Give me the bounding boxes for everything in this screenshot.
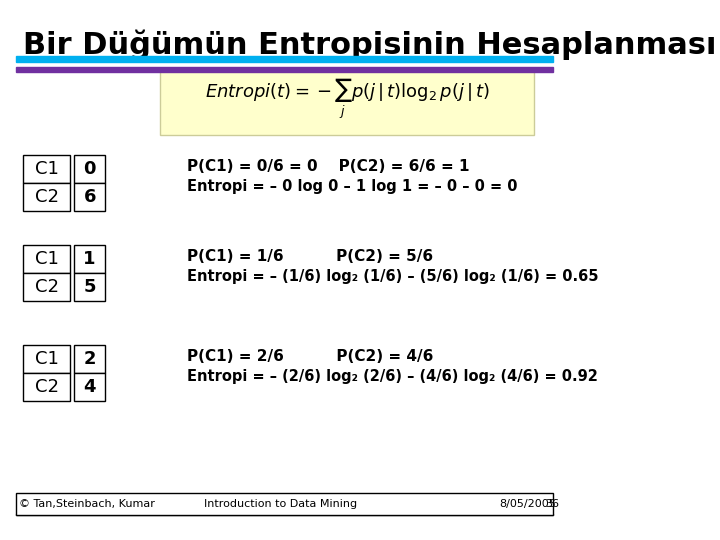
Bar bbox=[23, 155, 70, 183]
Text: 8/05/2005: 8/05/2005 bbox=[499, 499, 556, 509]
Bar bbox=[23, 245, 70, 273]
Text: C2: C2 bbox=[35, 278, 59, 296]
Text: 0: 0 bbox=[84, 160, 96, 178]
Bar bbox=[74, 373, 105, 401]
Text: 4: 4 bbox=[84, 378, 96, 396]
Bar bbox=[74, 273, 105, 301]
Text: C1: C1 bbox=[35, 160, 59, 178]
Bar bbox=[74, 345, 105, 373]
Bar bbox=[74, 183, 105, 211]
Bar bbox=[16, 56, 554, 62]
Text: 1: 1 bbox=[84, 250, 96, 268]
Bar bbox=[23, 273, 70, 301]
Text: Entropi = – 0 log 0 – 1 log 1 = – 0 – 0 = 0: Entropi = – 0 log 0 – 1 log 1 = – 0 – 0 … bbox=[187, 179, 518, 194]
Text: 36: 36 bbox=[546, 499, 559, 509]
Bar bbox=[23, 183, 70, 211]
Bar bbox=[74, 245, 105, 273]
Bar bbox=[23, 345, 70, 373]
Text: C1: C1 bbox=[35, 250, 59, 268]
Bar bbox=[23, 373, 70, 401]
Bar bbox=[16, 493, 554, 515]
Text: Entropi = – (1/6) log₂ (1/6) – (5/6) log₂ (1/6) = 0.65: Entropi = – (1/6) log₂ (1/6) – (5/6) log… bbox=[187, 269, 598, 284]
Text: $\mathit{Entropi}(t) = -\sum_j p(j\,|\,t)\log_2 p(j\,|\,t)$: $\mathit{Entropi}(t) = -\sum_j p(j\,|\,t… bbox=[204, 76, 489, 121]
Bar bbox=[16, 493, 554, 515]
Text: Introduction to Data Mining: Introduction to Data Mining bbox=[204, 499, 357, 509]
Text: P(C1) = 1/6          P(C2) = 5/6: P(C1) = 1/6 P(C2) = 5/6 bbox=[187, 249, 433, 264]
Bar bbox=[16, 514, 554, 515]
Text: C2: C2 bbox=[35, 378, 59, 396]
Text: Bir Düğümün Entropisinin Hesaplanması: Bir Düğümün Entropisinin Hesaplanması bbox=[23, 30, 717, 60]
Text: 2: 2 bbox=[84, 350, 96, 368]
Text: C2: C2 bbox=[35, 188, 59, 206]
FancyBboxPatch shape bbox=[160, 70, 534, 135]
Text: 6: 6 bbox=[84, 188, 96, 206]
Bar bbox=[74, 155, 105, 183]
Text: P(C1) = 2/6          P(C2) = 4/6: P(C1) = 2/6 P(C2) = 4/6 bbox=[187, 349, 433, 364]
Text: © Tan,Steinbach, Kumar: © Tan,Steinbach, Kumar bbox=[19, 499, 156, 509]
Text: Entropi = – (2/6) log₂ (2/6) – (4/6) log₂ (4/6) = 0.92: Entropi = – (2/6) log₂ (2/6) – (4/6) log… bbox=[187, 369, 598, 384]
Text: P(C1) = 0/6 = 0    P(C2) = 6/6 = 1: P(C1) = 0/6 = 0 P(C2) = 6/6 = 1 bbox=[187, 159, 469, 174]
Bar bbox=[16, 67, 554, 72]
Text: C1: C1 bbox=[35, 350, 59, 368]
Text: 5: 5 bbox=[84, 278, 96, 296]
